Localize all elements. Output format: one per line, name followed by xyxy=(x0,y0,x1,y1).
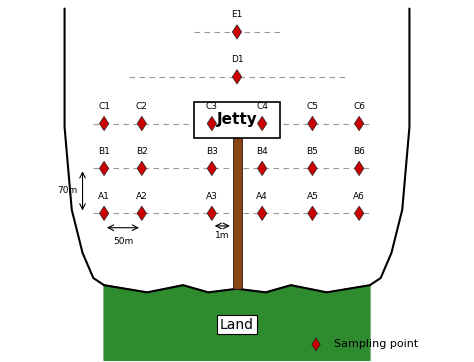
Text: Jetty: Jetty xyxy=(217,113,257,127)
FancyBboxPatch shape xyxy=(194,102,280,138)
Text: B2: B2 xyxy=(136,147,148,156)
Polygon shape xyxy=(355,206,364,220)
Text: A5: A5 xyxy=(307,192,319,201)
Polygon shape xyxy=(104,285,370,361)
Polygon shape xyxy=(137,206,146,220)
Text: 70m: 70m xyxy=(57,186,77,195)
Text: B6: B6 xyxy=(353,147,365,156)
Text: A1: A1 xyxy=(98,192,110,201)
Polygon shape xyxy=(257,116,267,131)
Text: C3: C3 xyxy=(206,102,218,111)
Polygon shape xyxy=(355,161,364,176)
Polygon shape xyxy=(137,116,146,131)
Text: C1: C1 xyxy=(98,102,110,111)
Polygon shape xyxy=(100,206,109,220)
Text: C5: C5 xyxy=(306,102,319,111)
Text: B5: B5 xyxy=(307,147,319,156)
Polygon shape xyxy=(232,25,242,39)
Polygon shape xyxy=(355,116,364,131)
Polygon shape xyxy=(308,116,317,131)
Text: C4: C4 xyxy=(256,102,268,111)
Text: A4: A4 xyxy=(256,192,268,201)
FancyBboxPatch shape xyxy=(233,127,242,289)
Polygon shape xyxy=(207,206,217,220)
Text: E1: E1 xyxy=(231,10,243,19)
Text: B3: B3 xyxy=(206,147,218,156)
Polygon shape xyxy=(100,161,109,176)
Text: A3: A3 xyxy=(206,192,218,201)
Text: D1: D1 xyxy=(231,55,243,64)
Polygon shape xyxy=(312,338,320,351)
Polygon shape xyxy=(232,70,242,84)
Text: A6: A6 xyxy=(353,192,365,201)
Polygon shape xyxy=(308,161,317,176)
Text: 1m: 1m xyxy=(215,231,229,240)
Text: B1: B1 xyxy=(98,147,110,156)
Polygon shape xyxy=(207,161,217,176)
Polygon shape xyxy=(207,116,217,131)
Text: C2: C2 xyxy=(136,102,148,111)
Text: Land: Land xyxy=(220,318,254,332)
Text: Sampling point: Sampling point xyxy=(334,340,418,349)
Text: B4: B4 xyxy=(256,147,268,156)
Text: A2: A2 xyxy=(136,192,148,201)
Polygon shape xyxy=(308,206,317,220)
Text: 50m: 50m xyxy=(113,237,133,246)
Text: C6: C6 xyxy=(353,102,365,111)
Polygon shape xyxy=(257,206,267,220)
Polygon shape xyxy=(137,161,146,176)
Polygon shape xyxy=(100,116,109,131)
Polygon shape xyxy=(257,161,267,176)
